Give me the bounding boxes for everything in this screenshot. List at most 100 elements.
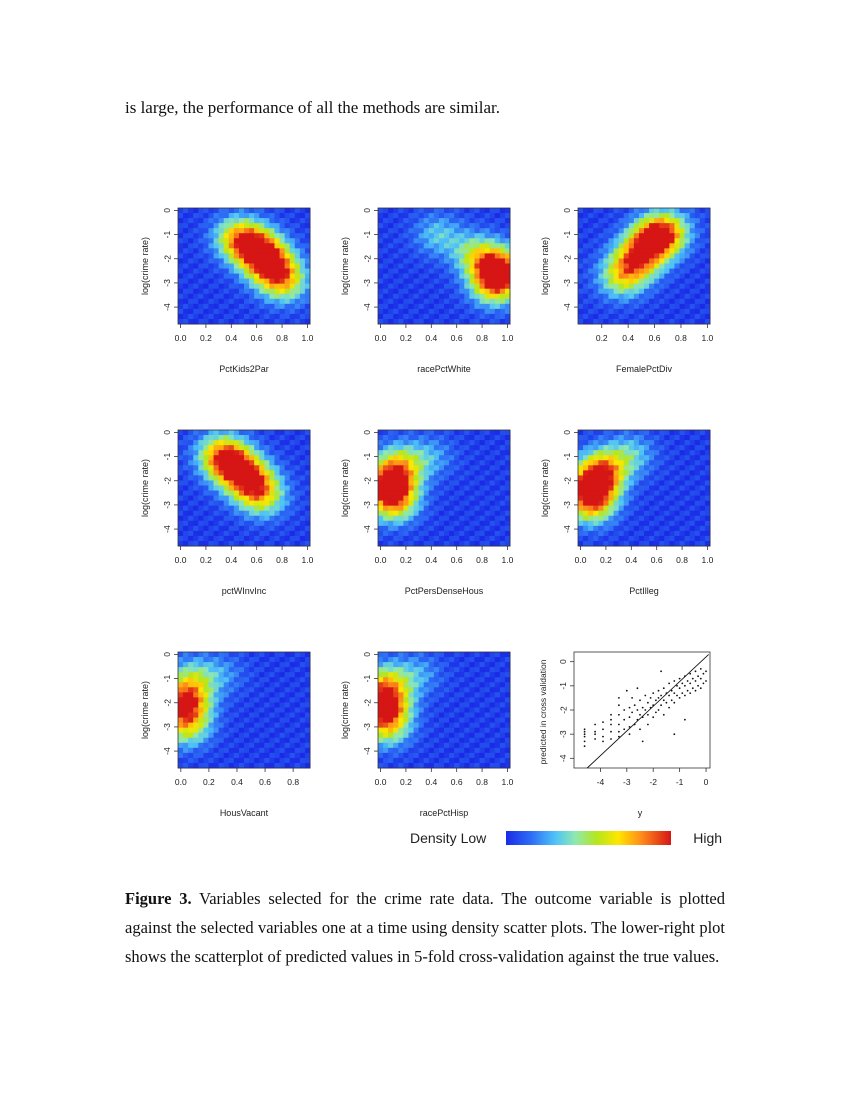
density-cell (459, 475, 465, 481)
density-cell (183, 208, 189, 214)
density-cell (578, 243, 584, 249)
density-cell (193, 520, 199, 527)
density-cell (438, 465, 445, 471)
density-cell (244, 313, 250, 320)
density-cell (504, 500, 511, 507)
density-cell (444, 702, 450, 708)
density-cell (633, 450, 640, 456)
density-cell (218, 218, 225, 224)
density-cell (398, 253, 404, 259)
density-cell (254, 293, 260, 300)
density-cell (593, 293, 599, 300)
density-cell (459, 762, 465, 769)
density-cell (193, 208, 199, 214)
density-cell (613, 485, 620, 492)
density-cell (269, 480, 275, 486)
density-cell (603, 233, 609, 239)
density-cell (188, 243, 194, 249)
density-cell (679, 228, 686, 234)
y-tick-label: -1 (162, 675, 172, 683)
density-cell (684, 500, 691, 507)
density-cell (203, 450, 209, 456)
density-cell (479, 243, 486, 249)
density-cell (299, 677, 306, 683)
density-cell (638, 223, 645, 229)
density-cell (669, 258, 675, 264)
y-tick-label: -1 (562, 231, 572, 239)
density-cell (674, 485, 681, 492)
density-cell (694, 500, 701, 507)
density-cell (444, 682, 450, 688)
density-cell (674, 540, 681, 547)
density-cell (418, 535, 425, 542)
density-cell (218, 223, 225, 229)
density-cell (459, 677, 465, 683)
density-cell (203, 268, 209, 275)
density-cell (633, 223, 640, 229)
density-cell (183, 238, 189, 244)
density-cell (198, 263, 204, 270)
density-cell (418, 243, 425, 249)
density-cell (233, 667, 240, 673)
density-cell (408, 717, 415, 724)
density-cell (264, 525, 270, 532)
density-cell (469, 672, 475, 678)
density-field (378, 208, 511, 325)
density-cell (403, 470, 409, 476)
density-cell (279, 253, 286, 259)
density-cell (613, 500, 620, 507)
density-cell (238, 303, 245, 310)
density-cell (438, 500, 445, 507)
density-cell (408, 515, 415, 522)
density-cell (289, 208, 296, 214)
density-cell (403, 677, 409, 683)
density-cell (304, 293, 311, 300)
x-tick-label: 1.0 (701, 333, 713, 343)
density-cell (464, 757, 470, 764)
density-cell (494, 243, 501, 249)
density-cell (188, 213, 194, 219)
density-cell (223, 435, 230, 441)
density-cell (423, 737, 430, 744)
density-cell (249, 717, 255, 724)
density-cell (418, 732, 425, 739)
density-cell (444, 283, 450, 290)
density-cell (449, 510, 455, 517)
density-cell (583, 460, 589, 466)
density-cell (583, 303, 589, 310)
density-cell (449, 308, 455, 315)
density-cell (623, 268, 630, 275)
density-cell (428, 520, 435, 527)
density-cell (378, 752, 384, 759)
density-cell (669, 233, 675, 239)
density-cell (284, 687, 291, 693)
density-cell (684, 535, 691, 542)
density-cell (213, 742, 220, 749)
density-cell (679, 283, 686, 290)
density-cell (203, 727, 209, 734)
density-cell (294, 682, 301, 688)
density-cell (233, 450, 240, 456)
density-cell (238, 520, 245, 527)
density-cell (499, 465, 506, 471)
density-cell (664, 228, 670, 234)
density-cell (444, 208, 450, 214)
density-cell (588, 218, 594, 224)
density-cell (649, 525, 655, 532)
density-cell (203, 737, 209, 744)
density-cell (284, 505, 291, 512)
density-cell (593, 455, 599, 461)
density-cell (454, 677, 460, 683)
density-cell (628, 515, 635, 522)
density-cell (289, 470, 296, 476)
density-cell (423, 318, 430, 325)
density-cell (428, 298, 435, 305)
density-cell (464, 712, 470, 719)
density-cell (449, 515, 455, 522)
density-cell (423, 460, 430, 466)
density-cell (504, 218, 511, 224)
density-cell (449, 460, 455, 466)
density-cell (228, 520, 235, 527)
density-cell (459, 313, 465, 320)
density-cell (254, 303, 260, 310)
